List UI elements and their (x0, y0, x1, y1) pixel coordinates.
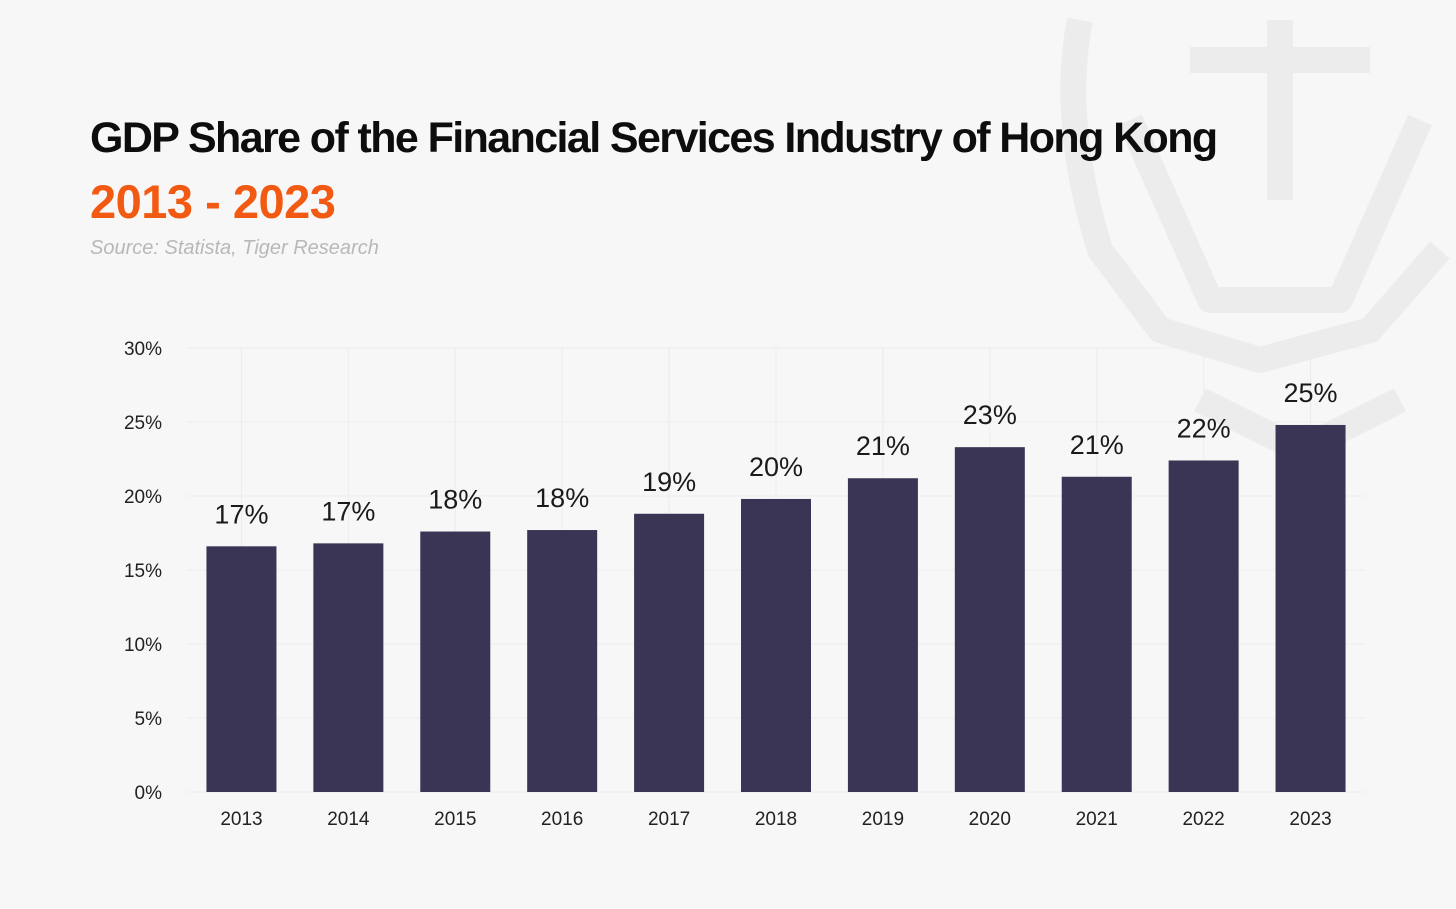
bar (954, 447, 1025, 792)
bar (634, 513, 705, 792)
data-label: 22% (1177, 413, 1231, 443)
data-label: 18% (428, 485, 482, 515)
data-label: 21% (1070, 430, 1124, 460)
bar (1061, 476, 1132, 792)
data-label: 17% (321, 496, 375, 526)
bar (527, 530, 598, 792)
x-tick-label: 2021 (1076, 809, 1118, 830)
chart-title: GDP Share of the Financial Services Indu… (90, 114, 1218, 162)
y-tick-label: 15% (124, 561, 162, 582)
x-tick-label: 2017 (648, 809, 690, 830)
chart-subtitle: 2013 - 2023 (90, 175, 336, 228)
x-tick-label: 2023 (1289, 809, 1331, 830)
y-tick-label: 30% (124, 339, 162, 360)
bar (1168, 460, 1239, 792)
data-label: 18% (535, 483, 589, 513)
x-tick-label: 2019 (862, 809, 904, 830)
bar (206, 546, 277, 792)
bar (420, 531, 491, 792)
data-label: 25% (1284, 378, 1338, 408)
x-tick-label: 2015 (434, 809, 476, 830)
bar (847, 478, 918, 792)
x-tick-label: 2013 (220, 809, 262, 830)
bars (206, 424, 1346, 792)
x-tick-label: 2014 (327, 809, 370, 830)
y-tick-label: 5% (135, 709, 163, 730)
x-tick-label: 2016 (541, 809, 583, 830)
y-tick-label: 0% (135, 783, 163, 804)
bar (1275, 424, 1346, 792)
x-tick-label: 2018 (755, 809, 797, 830)
data-label: 17% (214, 499, 268, 529)
x-tick-label: 2020 (969, 809, 1011, 830)
source-note: Source: Statista, Tiger Research (90, 237, 379, 259)
y-tick-label: 25% (124, 413, 162, 434)
data-label: 23% (963, 400, 1017, 430)
data-label: 19% (642, 467, 696, 497)
y-tick-label: 20% (124, 487, 162, 508)
bar (313, 543, 384, 792)
bar (741, 498, 811, 792)
data-label: 21% (856, 431, 910, 461)
x-tick-label: 2022 (1182, 809, 1224, 830)
data-label: 20% (749, 452, 803, 482)
labels: 0% 5% 10% 15% 20% 25% 30% 17% 2013 17% 2014 18% 2015… (124, 339, 1338, 830)
y-tick-label: 10% (124, 635, 162, 656)
